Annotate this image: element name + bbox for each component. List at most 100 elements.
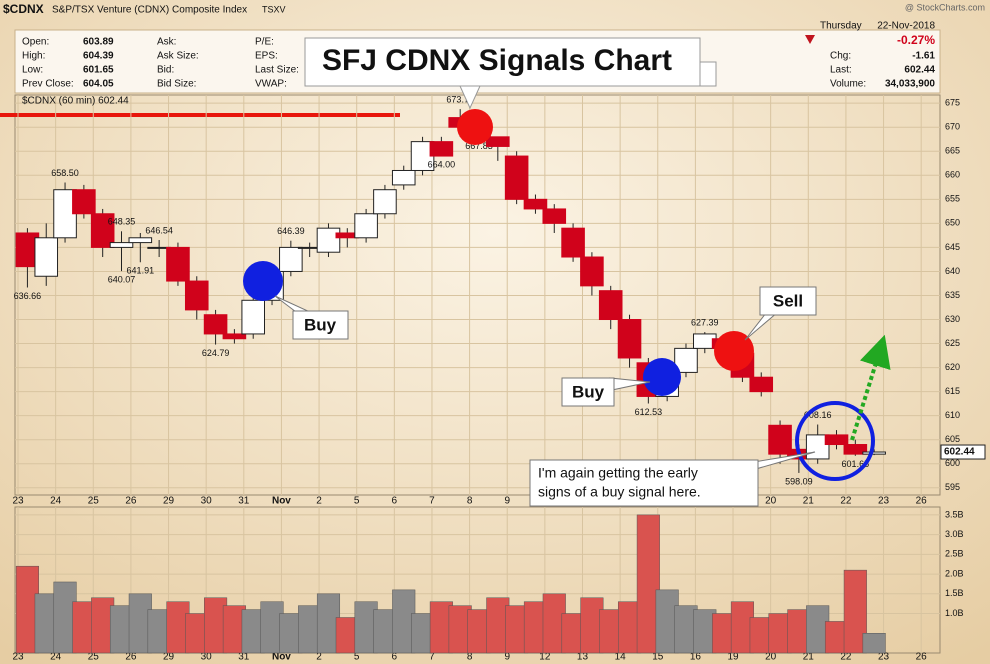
sell-dot xyxy=(714,331,754,371)
y-tick-label: 645 xyxy=(945,242,960,252)
x-tick-label: 26 xyxy=(916,652,928,663)
field-label: Bid Size: xyxy=(157,79,196,90)
y-tick-label: 3.5B xyxy=(945,509,964,519)
x-tick-label: 21 xyxy=(803,652,815,663)
candle-body xyxy=(429,141,454,157)
change-pct: -0.27% xyxy=(897,33,935,47)
field-value: 604.39 xyxy=(83,51,114,62)
x-tick-label: 5 xyxy=(354,652,360,663)
x-tick-label: 5 xyxy=(354,496,360,507)
x-tick-label: 2 xyxy=(316,496,322,507)
field-value: 34,033,900 xyxy=(885,79,935,90)
x-tick-label: 13 xyxy=(577,652,589,663)
y-tick-label: 670 xyxy=(945,122,960,132)
field-value: 601.65 xyxy=(83,65,114,76)
candle-body xyxy=(222,333,247,340)
x-tick-label: 19 xyxy=(727,652,739,663)
buy-box xyxy=(561,377,615,407)
buy-label: Buy xyxy=(572,382,605,401)
high-label: 658.50 xyxy=(51,168,79,178)
field-value: 604.05 xyxy=(83,79,114,90)
sell-box xyxy=(759,286,817,316)
candle-body xyxy=(128,237,153,244)
high-label: 646.54 xyxy=(145,225,173,235)
note-line: I'm again getting the early xyxy=(538,465,698,481)
index-name: S&P/TSX Venture (CDNX) Composite Index xyxy=(52,5,247,16)
candle-body xyxy=(203,314,228,335)
field-label: Open: xyxy=(22,37,49,48)
x-tick-label: 31 xyxy=(238,496,250,507)
down-arrow xyxy=(805,35,815,44)
candle-body xyxy=(768,424,792,455)
x-tick-label: 23 xyxy=(878,652,890,663)
annotation-title: SFJ CDNX Signals Chart xyxy=(322,44,672,77)
high-label: 673.77 xyxy=(446,94,474,104)
x-tick-label: 25 xyxy=(88,496,100,507)
x-tick-label: 8 xyxy=(467,496,473,507)
x-tick-label: 7 xyxy=(429,496,435,507)
candle-body xyxy=(72,189,96,215)
candle-body xyxy=(373,189,397,215)
volume-bar xyxy=(636,514,660,654)
header: $CDNX S&P/TSX Venture (CDNX) Composite I… xyxy=(3,2,985,89)
x-tick-label: 8 xyxy=(467,652,473,663)
buy-box xyxy=(292,310,349,340)
x-tick-label: 26 xyxy=(125,496,137,507)
candle-body xyxy=(862,451,886,455)
x-tick-label: 30 xyxy=(201,496,213,507)
high-label: 608.16 xyxy=(804,410,832,420)
low-label: 667.83 xyxy=(465,141,493,151)
field-label: VWAP: xyxy=(255,79,287,90)
low-label: 636.66 xyxy=(14,291,42,301)
y-tick-label: 615 xyxy=(945,386,960,396)
x-tick-label: 6 xyxy=(392,652,398,663)
y-tick-label: 620 xyxy=(945,362,960,372)
candle-body xyxy=(109,242,134,248)
candle-body xyxy=(580,256,604,287)
y-tick-label: 675 xyxy=(945,98,960,108)
candle-body xyxy=(749,376,774,393)
volume-bar xyxy=(862,633,886,654)
x-tick-label: 9 xyxy=(504,652,510,663)
buy-dot xyxy=(643,358,681,396)
x-tick-label: 23 xyxy=(12,652,24,663)
field-label: EPS: xyxy=(255,51,278,62)
y-tick-label: 635 xyxy=(945,290,960,300)
x-tick-label: 20 xyxy=(765,652,777,663)
y-tick-label: 665 xyxy=(945,146,960,156)
low-label: 624.79 xyxy=(202,348,230,358)
volume-bar xyxy=(843,569,867,654)
field-label: Last Size: xyxy=(255,65,299,76)
candle-body xyxy=(316,227,341,253)
x-tick-label: 15 xyxy=(652,652,664,663)
candle-body xyxy=(34,237,59,277)
low-label: 612.53 xyxy=(635,407,663,417)
x-tick-label: 20 xyxy=(765,496,777,507)
title-box xyxy=(304,37,701,87)
source: @ StockCharts.com xyxy=(905,2,985,12)
legend: $CDNX (60 min) 602.44 xyxy=(22,96,129,107)
field-value: 603.89 xyxy=(83,37,114,48)
y-tick-label: 2.5B xyxy=(945,549,964,559)
last-price-label: 602.44 xyxy=(944,447,975,458)
candle-body xyxy=(598,290,623,321)
x-tick-label: 29 xyxy=(163,652,175,663)
x-tick-label: 7 xyxy=(429,652,435,663)
field-label: Bid: xyxy=(157,65,174,76)
date: 22-Nov-2018 xyxy=(877,21,935,32)
y-tick-label: 1.0B xyxy=(945,608,964,618)
buy-label: Buy xyxy=(304,315,337,334)
y-tick-label: 1.5B xyxy=(945,588,964,598)
annotations: SFJ CDNX Signals Chart Buy Buy Sell I'm … xyxy=(243,37,891,507)
x-tick-label: 24 xyxy=(50,496,62,507)
candle-body xyxy=(843,444,868,455)
x-tick-label: 26 xyxy=(916,496,928,507)
y-tick-label: 610 xyxy=(945,410,960,420)
x-tick-label: 23 xyxy=(12,496,24,507)
buy-dot xyxy=(243,261,283,301)
candle-body xyxy=(486,136,510,147)
field-label: Chg: xyxy=(830,51,851,62)
field-value: 602.44 xyxy=(904,65,935,76)
x-tick-label: 9 xyxy=(504,496,510,507)
x-tick-label: 12 xyxy=(539,652,551,663)
